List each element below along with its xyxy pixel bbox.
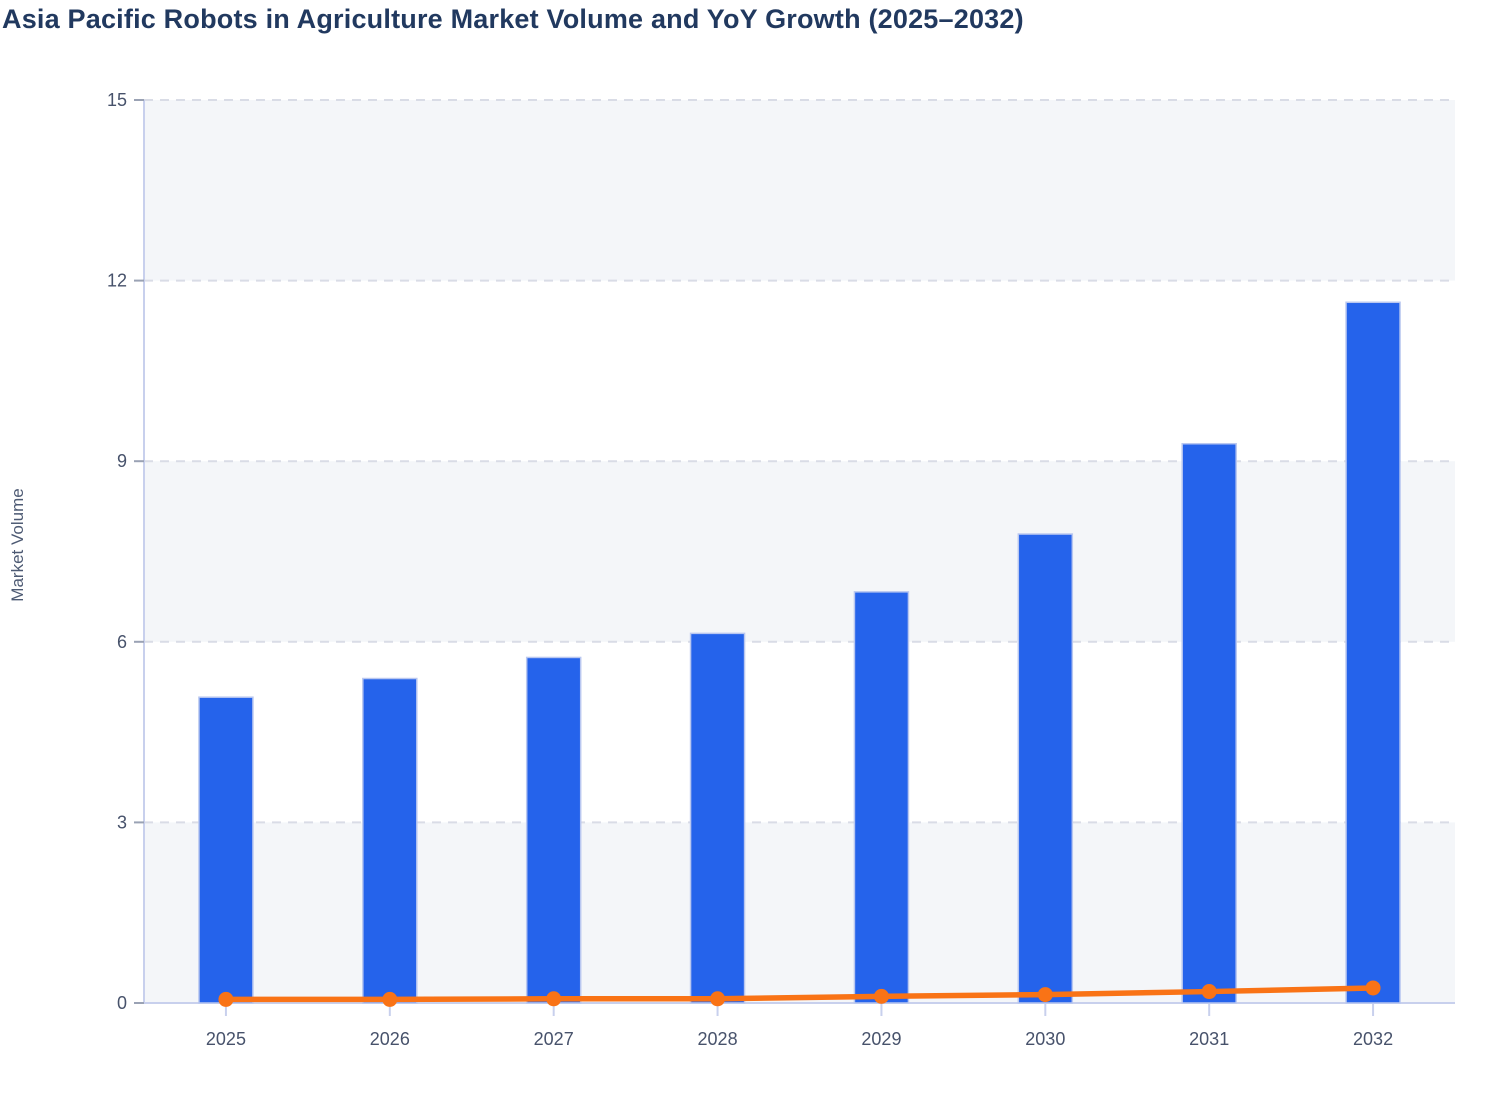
x-tick-label-2031: 2031 [1189,1029,1229,1049]
x-tick-label-2030: 2030 [1025,1029,1065,1049]
yoy-marker-2030[interactable] [1037,987,1053,1003]
plot-band-0-3 [144,822,1455,1003]
bar-2026[interactable] [362,677,418,1004]
yoy-growth-line [223,985,1376,1003]
yoy-marker-2028[interactable] [710,991,726,1007]
x-tick-label-2025: 2025 [206,1029,246,1049]
yoy-marker-2032[interactable] [1365,980,1381,996]
yoy-marker-2026[interactable] [382,991,398,1007]
yoy-marker-2029[interactable] [873,988,889,1004]
yoy-marker-2027[interactable] [546,991,562,1007]
x-tick-label-2032: 2032 [1353,1029,1393,1049]
bar-2028[interactable] [689,632,746,1004]
bar-2031[interactable] [1181,442,1237,1004]
bar-2030[interactable] [1017,533,1074,1004]
y-tick-label-3: 3 [117,812,127,832]
plot-band-6-9 [144,461,1455,642]
x-tick-label-2028: 2028 [698,1029,738,1049]
y-tick-label-9: 9 [117,451,127,471]
x-tick-label-2029: 2029 [861,1029,901,1049]
y-tick-label-12: 12 [107,271,127,291]
y-tick-label-0: 0 [117,993,127,1013]
bar-2027[interactable] [525,656,582,1004]
chart-title: Asia Pacific Robots in Agriculture Marke… [2,4,1024,34]
bar-2032[interactable] [1345,301,1401,1004]
bar-2025[interactable] [198,696,254,1004]
y-tick-label-15: 15 [107,90,127,110]
x-tick-label-2026: 2026 [370,1029,410,1049]
y-tick-label-6: 6 [117,632,127,652]
x-tick-label-2027: 2027 [534,1029,574,1049]
yoy-marker-2025[interactable] [218,991,234,1007]
yoy-marker-2031[interactable] [1201,984,1217,1000]
plot-band-12-15 [144,100,1455,281]
bar-2029[interactable] [853,591,910,1004]
